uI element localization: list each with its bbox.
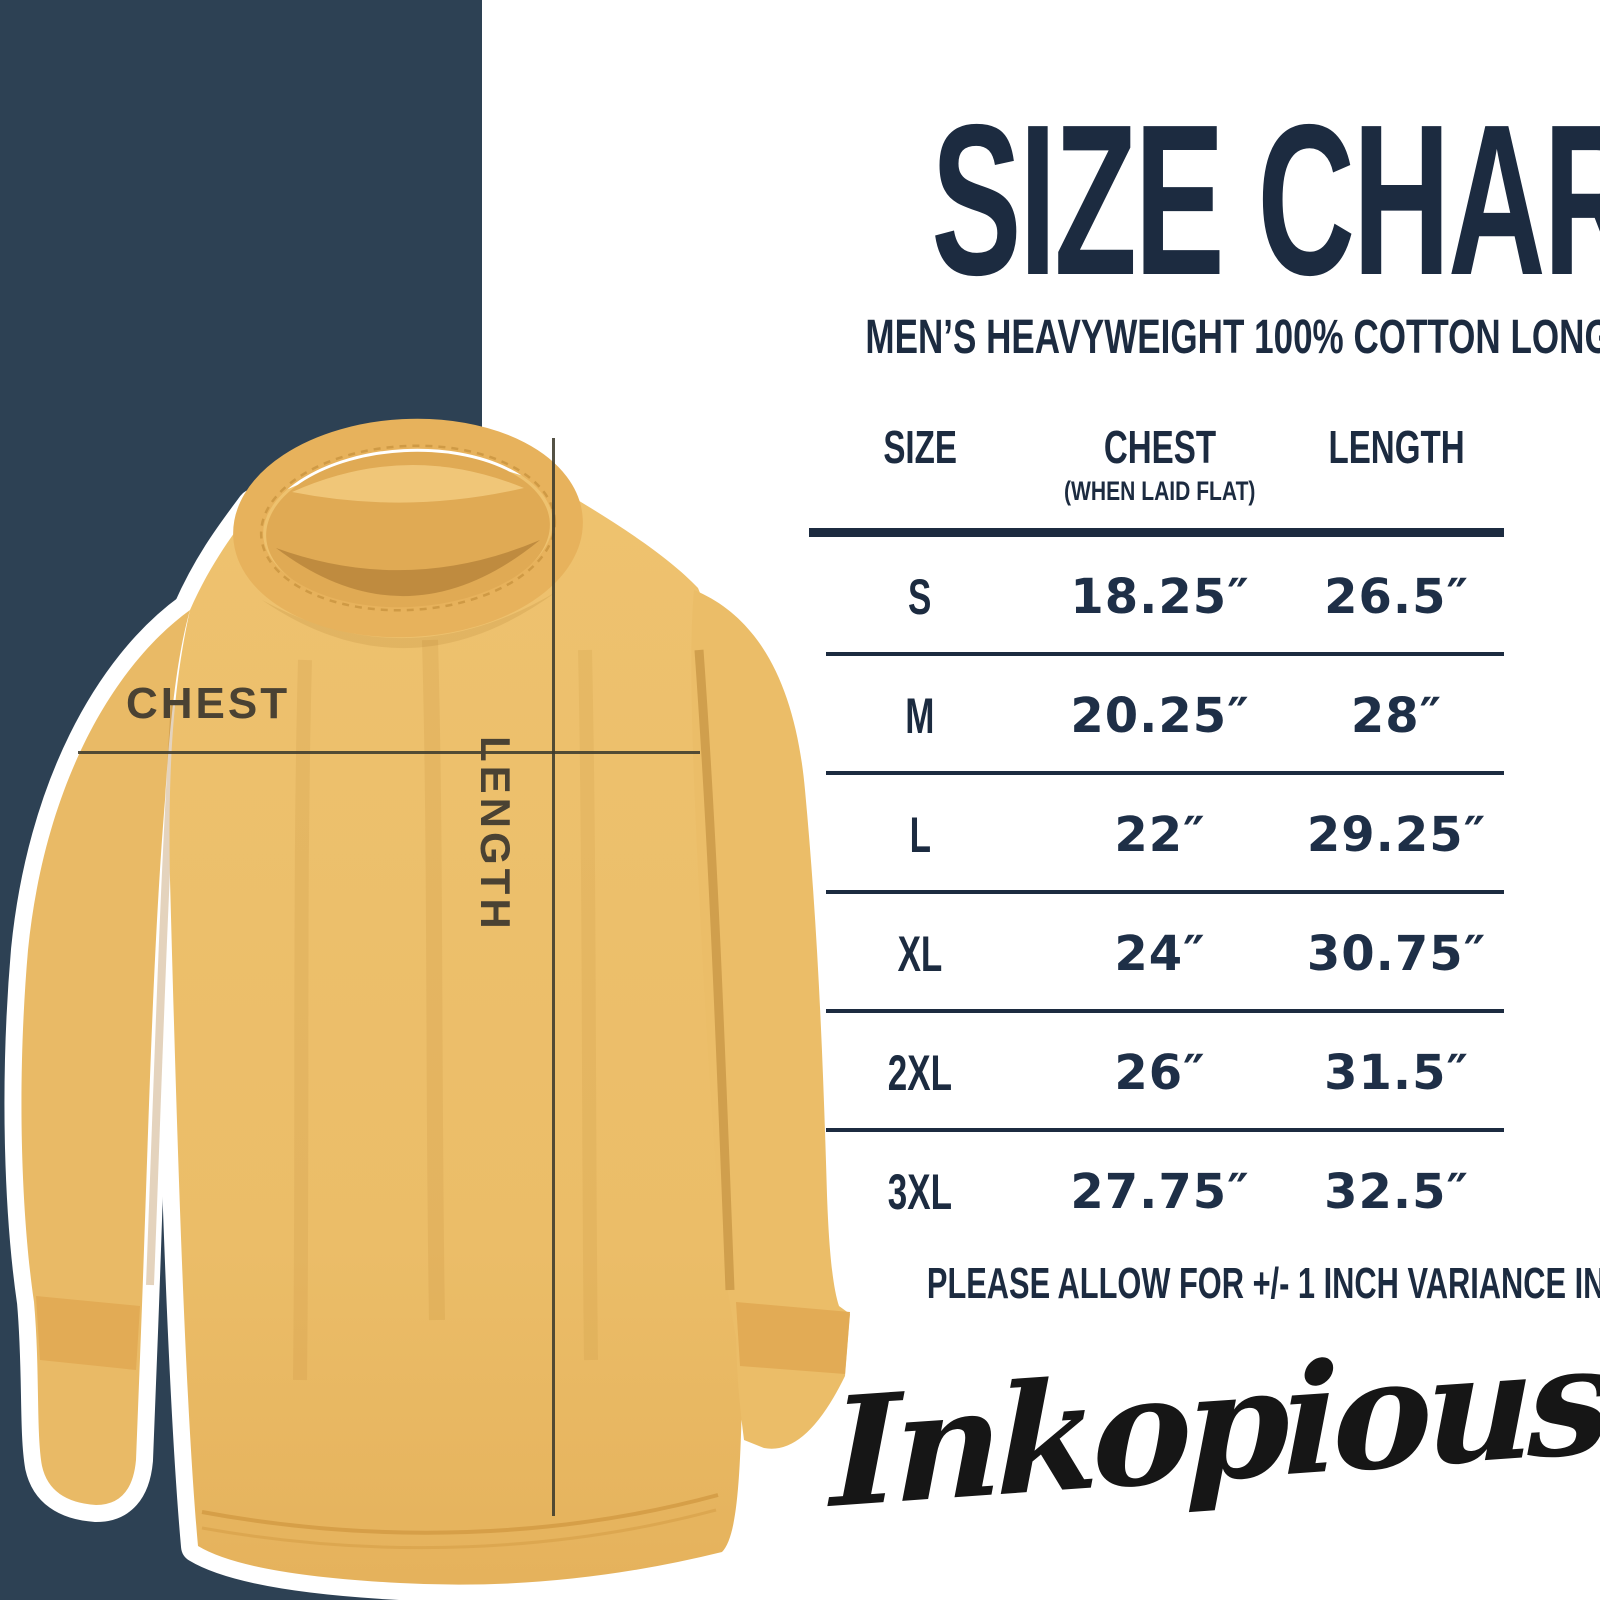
shirt-body	[169, 459, 746, 1585]
page-subtitle-text: MEN’S HEAVYWEIGHT 100% COTTON LONG SLEEV…	[865, 311, 1600, 364]
header-rule	[809, 528, 1504, 537]
chest-subheader: (WHEN LAID FLAT)	[1064, 476, 1256, 506]
row-divider	[826, 1009, 1504, 1013]
size-table-header: SIZE CHEST (WHEN LAID FLAT) LENGTH	[809, 424, 1504, 505]
page-title: SIZE CHART	[700, 92, 1600, 307]
table-header-chest: CHEST (WHEN LAID FLAT)	[1031, 424, 1289, 505]
table-row-l: L 22″ 29.25″	[909, 806, 1487, 863]
table-header-length: LENGTH	[1328, 421, 1465, 473]
table-header-size: SIZE	[883, 421, 957, 473]
table-row-s: S 18.25″ 26.5″	[908, 568, 1469, 625]
shirt-left-sleeve	[21, 610, 190, 1505]
table-row-3xl: 3XL 27.75″ 32.5″	[887, 1163, 1469, 1220]
chest-measure-line	[78, 751, 700, 754]
chest-label: CHEST	[126, 679, 291, 728]
size-table-body: S 18.25″ 26.5″ M 20.25″ 28″ L 22″ 29.25″…	[809, 537, 1504, 1251]
row-divider	[826, 771, 1504, 775]
length-label: LENGTH	[472, 736, 519, 933]
length-measure-line	[552, 438, 555, 1516]
page-subtitle: MEN’S HEAVYWEIGHT 100% COTTON LONG SLEEV…	[700, 314, 1600, 362]
left-cuff	[36, 1296, 140, 1370]
page-title-text: SIZE CHART	[931, 79, 1600, 320]
table-row-xl: XL 24″ 30.75″	[897, 925, 1487, 982]
size-variance-note: PLEASE ALLOW FOR +/- 1 INCH VARIANCE IN …	[926, 1259, 1600, 1308]
hem-stitch	[201, 1493, 719, 1535]
collar-band	[233, 418, 583, 638]
table-row-2xl: 2XL 26″ 31.5″	[887, 1044, 1469, 1101]
row-divider	[826, 1128, 1504, 1132]
shirt-right-sleeve	[691, 590, 850, 1449]
row-divider	[826, 890, 1504, 894]
row-divider	[826, 652, 1504, 656]
right-cuff	[736, 1302, 850, 1374]
table-row-m: M 20.25″ 28″	[905, 687, 1443, 744]
